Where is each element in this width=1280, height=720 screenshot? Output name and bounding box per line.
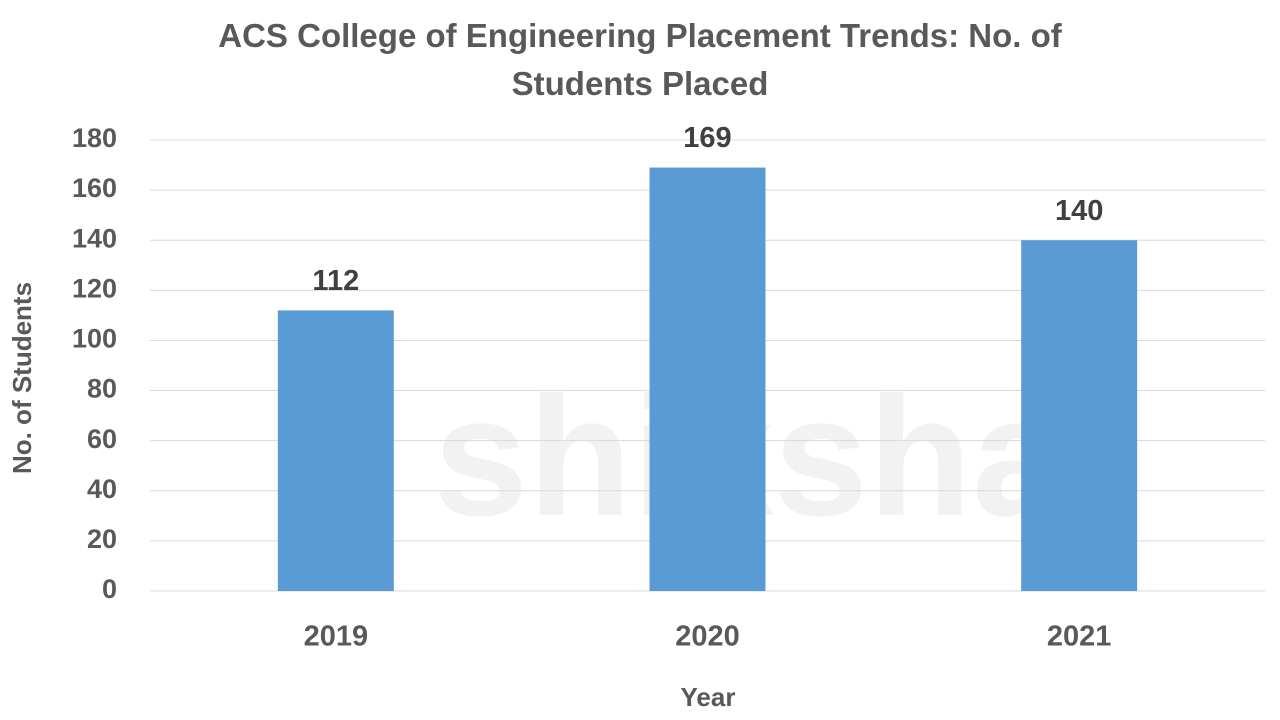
y-tick-label: 60	[87, 424, 117, 454]
y-tick-label: 180	[72, 123, 117, 153]
data-label: 112	[312, 265, 359, 297]
data-label: 169	[683, 122, 731, 154]
x-tick-label: 2021	[1047, 621, 1112, 653]
x-axis-label: Year	[681, 682, 736, 712]
y-tick-label: 140	[72, 223, 117, 253]
y-tick-label: 160	[72, 173, 117, 203]
chart-title: ACS College of Engineering Placement Tre…	[218, 17, 1062, 102]
x-tick-label: 2019	[304, 621, 369, 653]
y-tick-label: 120	[72, 273, 117, 303]
y-tick-label: 0	[102, 574, 117, 604]
bar	[1021, 240, 1138, 591]
bar	[649, 167, 766, 592]
y-tick-label: 80	[87, 374, 117, 404]
bar	[277, 310, 394, 591]
x-tick-label: 2020	[675, 621, 740, 653]
y-tick-label: 100	[72, 324, 117, 354]
y-tick-label: 20	[87, 524, 117, 554]
data-label: 140	[1055, 195, 1103, 227]
y-axis-label: No. of Students	[7, 282, 37, 474]
y-tick-label: 40	[87, 474, 117, 504]
